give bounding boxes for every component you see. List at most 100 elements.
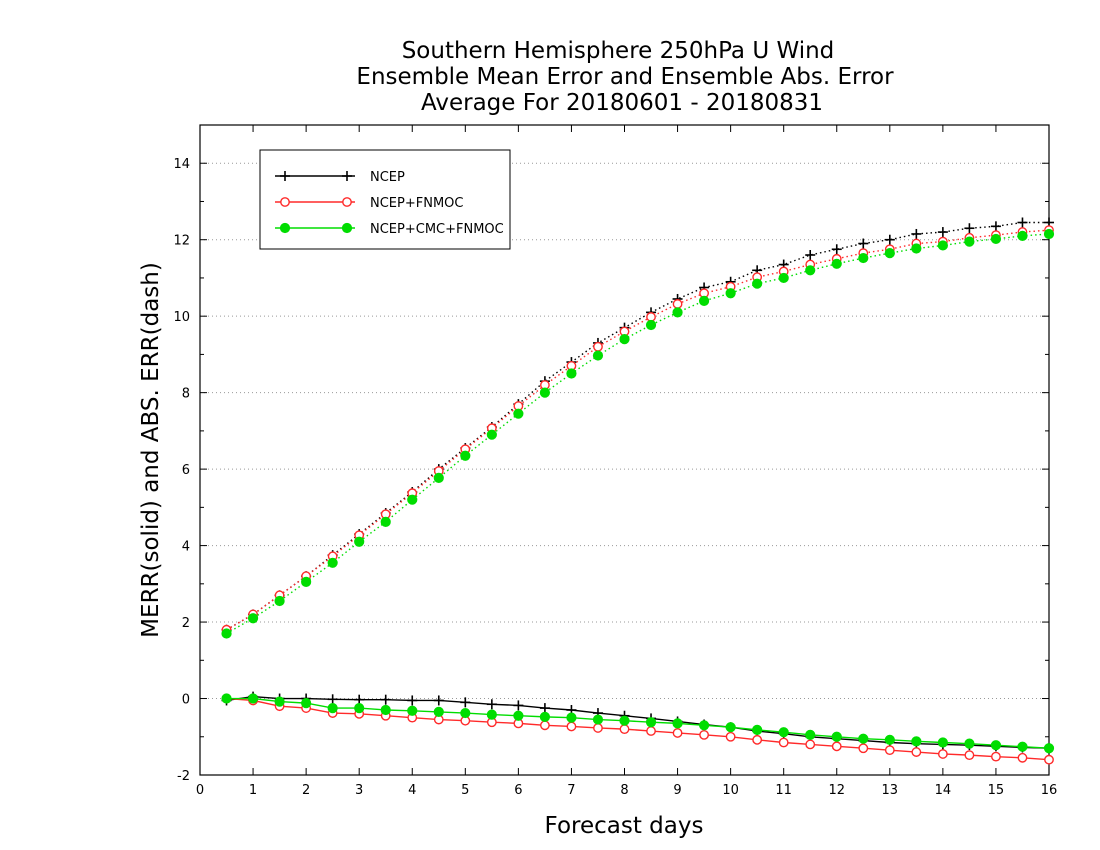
y-tick-label: 6 xyxy=(182,463,190,478)
abs-err-point xyxy=(911,228,922,239)
legend-marker-left xyxy=(280,171,290,181)
legend-label: NCEP+FNMOC xyxy=(370,196,463,211)
abs-err-point xyxy=(805,265,816,276)
mean-err-point xyxy=(566,721,577,732)
y-tick-label: 12 xyxy=(173,234,190,249)
abs-err-point xyxy=(964,236,975,247)
x-axis-label: Forecast days xyxy=(545,813,704,839)
abs-err-point xyxy=(990,221,1001,232)
title-line-3: Average For 20180601 - 20180831 xyxy=(421,90,823,116)
mean-err-point xyxy=(380,704,391,716)
abs-err-point xyxy=(1017,230,1028,241)
mean-err-point xyxy=(964,750,975,761)
x-tick-label: 11 xyxy=(775,783,792,798)
mean-err-point xyxy=(884,745,895,756)
x-tick-label: 9 xyxy=(673,783,681,798)
y-axis-label: MERR(solid) and ABS. ERR(dash) xyxy=(138,262,164,638)
mean-err-point xyxy=(1017,741,1028,752)
abs-err-point xyxy=(354,536,365,547)
mean-err-line xyxy=(226,697,1050,749)
abs-err-point xyxy=(592,350,604,361)
legend-marker-right xyxy=(342,197,352,207)
x-tick-label: 15 xyxy=(988,783,1005,798)
abs-err-point xyxy=(937,227,948,238)
y-tick-label: 14 xyxy=(173,157,190,172)
abs-err-point xyxy=(513,408,524,419)
y-tick-label: 4 xyxy=(182,540,190,555)
x-tick-label: 0 xyxy=(196,783,204,798)
mean-err-point xyxy=(247,693,259,704)
abs-err-point xyxy=(858,252,869,264)
abs-err-point xyxy=(460,450,471,461)
x-tick-label: 13 xyxy=(882,783,899,798)
mean-err-point xyxy=(513,700,524,711)
mean-err-point xyxy=(778,727,789,738)
mean-err-point xyxy=(619,724,630,735)
x-tick-label: 12 xyxy=(828,783,845,798)
abs-err-point xyxy=(672,307,683,318)
abs-err-point xyxy=(831,244,842,255)
mean-err-point xyxy=(407,695,418,706)
x-tick-label: 7 xyxy=(567,783,575,798)
mean-err-point xyxy=(937,749,948,759)
x-tick-label: 2 xyxy=(302,783,310,798)
mean-err-point xyxy=(460,707,471,719)
abs-err-point xyxy=(486,429,497,440)
title-line-1: Southern Hemisphere 250hPa U Wind xyxy=(402,38,835,64)
abs-err-point xyxy=(884,247,895,259)
abs-err-point xyxy=(433,472,444,484)
abs-err-point xyxy=(327,557,338,568)
abs-err-point xyxy=(566,368,577,379)
abs-err-line xyxy=(226,233,1050,635)
x-tick-label: 10 xyxy=(722,783,739,798)
abs-err-line xyxy=(226,229,1050,631)
abs-err-point xyxy=(380,516,391,527)
mean-err-point xyxy=(778,737,789,748)
abs-err-point xyxy=(911,243,922,254)
mean-err-point xyxy=(540,720,550,731)
abs-err-point xyxy=(698,295,710,306)
mean-err-point xyxy=(539,703,550,714)
title-line-2: Ensemble Mean Error and Ensemble Abs. Er… xyxy=(356,64,894,90)
abs-err-point xyxy=(805,250,816,260)
mean-err-point xyxy=(486,699,497,710)
series-lines xyxy=(221,217,1055,765)
mean-err-point xyxy=(884,734,895,745)
x-tick-label: 3 xyxy=(355,783,363,798)
abs-err-point xyxy=(831,258,842,269)
mean-err-point xyxy=(592,714,604,725)
mean-err-point xyxy=(858,733,869,744)
mean-err-point xyxy=(407,705,418,716)
abs-err-point xyxy=(407,494,418,505)
abs-err-point xyxy=(725,288,736,299)
mean-err-point xyxy=(1043,743,1055,754)
mean-err-point xyxy=(221,693,232,704)
mean-err-point xyxy=(752,734,763,745)
mean-err-point xyxy=(805,729,816,740)
abs-err-point xyxy=(672,299,683,309)
x-tick-label: 16 xyxy=(1041,783,1058,798)
series-2 xyxy=(221,228,1055,754)
mean-err-point xyxy=(752,724,763,735)
mean-err-point xyxy=(327,702,338,714)
mean-err-point xyxy=(460,697,471,708)
abs-err-point xyxy=(990,233,1002,245)
mean-err-point xyxy=(645,717,657,728)
mean-err-point xyxy=(1017,752,1028,763)
mean-err-point xyxy=(672,728,683,738)
mean-err-point xyxy=(725,722,736,733)
y-tick-label: 8 xyxy=(182,387,190,402)
abs-err-point xyxy=(1017,217,1028,228)
mean-err-point xyxy=(858,743,869,754)
series-1 xyxy=(221,225,1054,765)
gridlines xyxy=(200,162,1049,700)
mean-err-point xyxy=(301,698,312,709)
mean-err-point xyxy=(327,694,338,705)
mean-err-point xyxy=(937,737,948,748)
abs-err-point xyxy=(301,576,312,588)
mean-err-point xyxy=(964,738,975,749)
abs-err-point xyxy=(593,341,603,352)
series-0 xyxy=(221,217,1054,754)
mean-err-point xyxy=(380,694,391,705)
